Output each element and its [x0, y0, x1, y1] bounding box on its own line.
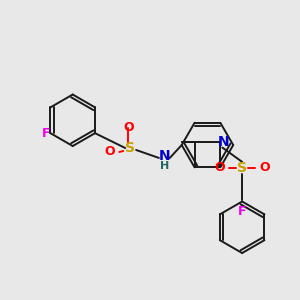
- Text: F: F: [238, 205, 246, 218]
- Text: O: O: [123, 121, 134, 134]
- Text: N: N: [159, 149, 171, 163]
- Text: H: H: [160, 161, 170, 171]
- Text: O: O: [104, 146, 115, 158]
- Text: O: O: [214, 161, 225, 174]
- Text: O: O: [260, 161, 270, 174]
- Text: N: N: [218, 135, 229, 148]
- Text: S: S: [125, 141, 135, 155]
- Text: S: S: [237, 161, 247, 175]
- Text: F: F: [42, 127, 51, 140]
